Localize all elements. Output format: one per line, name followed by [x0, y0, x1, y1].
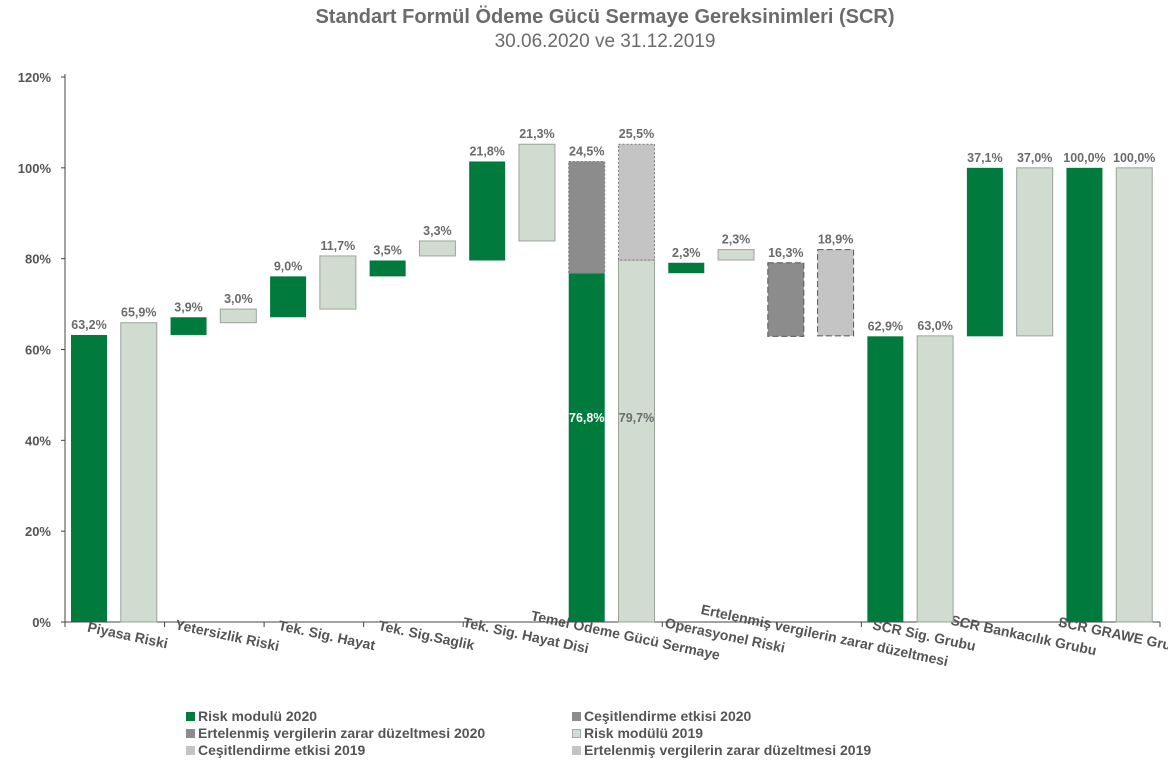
bar-ce-itlendirme-etkisi-2020-5	[568, 160, 606, 274]
data-label: 100,0%	[1113, 151, 1155, 165]
legend-item-risk-2019: Risk modülü 2019	[572, 725, 703, 741]
bar-risk-mod-l-2019-8	[916, 335, 954, 623]
data-label: 11,7%	[320, 239, 355, 253]
legend-swatch	[572, 712, 581, 721]
y-tick-label: 40%	[25, 433, 51, 448]
data-label: 2,3%	[722, 233, 751, 247]
data-label: 3,0%	[224, 292, 253, 306]
y-tick-label: 120%	[18, 70, 52, 85]
legend-swatch	[186, 729, 195, 738]
data-label: 3,5%	[373, 243, 402, 257]
legend-label: Ceşitlendirme etkisi 2020	[584, 708, 752, 724]
bar-risk-mod-l-2019-3	[418, 240, 456, 257]
legend-swatch	[572, 746, 581, 755]
bar-risk-mod-l-2019-9	[1016, 167, 1054, 337]
data-label: 37,0%	[1017, 151, 1052, 165]
legend-swatch	[186, 746, 195, 755]
y-tick-label: 60%	[25, 343, 51, 358]
legend-label: Ertelenmiş vergilerin zarar düzeltmesi 2…	[198, 725, 486, 741]
legend-item-deferred-2020: Ertelenmiş vergilerin zarar düzeltmesi 2…	[186, 725, 485, 741]
data-label: 25,5%	[619, 127, 654, 141]
bar-risk-modul-2020-3	[369, 260, 406, 277]
data-label: 79,7%	[619, 411, 654, 425]
data-label: 2,3%	[672, 246, 701, 260]
bar-risk-modul-2020-2	[270, 276, 307, 318]
chart-title: Standart Formül Ödeme Gücü Sermaye Gerek…	[315, 6, 895, 28]
bar-risk-modul-2020-8	[867, 336, 904, 622]
legend-item-diversification-2020: Ceşitlendirme etkisi 2020	[572, 708, 751, 724]
data-label: 65,9%	[121, 306, 156, 320]
bar-risk-modul-2020-10	[1066, 167, 1103, 623]
data-label: 63,2%	[71, 318, 106, 332]
legend-label: Ertelenmiş vergilerin zarar düzeltmesi 2…	[584, 742, 872, 758]
bar-ertelenmi-vergilerin-zarar-d-zeltmesi-2019-7	[817, 249, 855, 337]
bar-risk-mod-l-2019-1	[219, 308, 257, 324]
legend-label: Ceşitlendirme etkisi 2019	[198, 742, 366, 758]
bar-risk-mod-l-2019-6	[717, 249, 755, 261]
bar-ce-itlendirme-etkisi-2019-5	[618, 143, 655, 261]
bar-risk-modul-2020-6	[668, 262, 705, 274]
data-label: 9,0%	[274, 259, 303, 273]
y-tick-label: 20%	[25, 524, 51, 539]
data-label: 21,8%	[469, 144, 504, 158]
legend-swatch	[186, 712, 195, 721]
bar-risk-modul-2020-9	[966, 167, 1003, 337]
data-label: 21,3%	[519, 127, 554, 141]
legend-item-diversification-2019: Ceşitlendirme etkisi 2019	[186, 742, 365, 758]
bar-risk-modul-2020-0	[71, 334, 107, 622]
y-tick-label: 0%	[32, 615, 51, 630]
data-label: 62,9%	[868, 319, 903, 333]
data-label: 3,9%	[174, 300, 203, 314]
bar-risk-modul-2020-4	[469, 161, 506, 261]
y-tick-label: 100%	[18, 161, 52, 176]
legend-label: Risk modulü 2020	[198, 708, 318, 724]
y-tick-label: 80%	[25, 252, 51, 267]
data-label: 18,9%	[818, 233, 853, 247]
bar-risk-mod-l-2019-4	[518, 143, 556, 242]
bar-risk-mod-l-2019-5	[618, 259, 655, 623]
chart-subtitle: 30.06.2020 ve 31.12.2019	[494, 31, 716, 52]
bar-ertelenmi-vergilerin-zarar-d-zeltmesi-2020-7	[767, 262, 805, 337]
legend-item-deferred-2019: Ertelenmiş vergilerin zarar düzeltmesi 2…	[572, 742, 871, 758]
data-label: 16,3%	[768, 246, 803, 260]
data-label: 76,8%	[569, 411, 604, 425]
bar-risk-modul-2020-5	[568, 273, 605, 622]
bar-risk-mod-l-2019-0	[120, 322, 158, 623]
data-label: 37,1%	[967, 151, 1002, 165]
data-label: 24,5%	[569, 144, 604, 158]
bar-risk-mod-l-2019-10	[1115, 167, 1153, 623]
data-label: 63,0%	[917, 319, 952, 333]
data-label: 100,0%	[1063, 151, 1105, 165]
bar-risk-modul-2020-1	[170, 317, 207, 335]
bar-risk-mod-l-2019-2	[319, 255, 357, 310]
data-label: 3,3%	[423, 224, 452, 238]
x-category-label: Tek. Sig.Saglik	[377, 617, 476, 653]
legend-item-risk-2020: Risk modulü 2020	[186, 708, 317, 724]
x-category-label: Piyasa Riski	[86, 619, 169, 652]
legend-label: Risk modülü 2019	[584, 725, 704, 741]
legend-swatch	[572, 729, 581, 738]
